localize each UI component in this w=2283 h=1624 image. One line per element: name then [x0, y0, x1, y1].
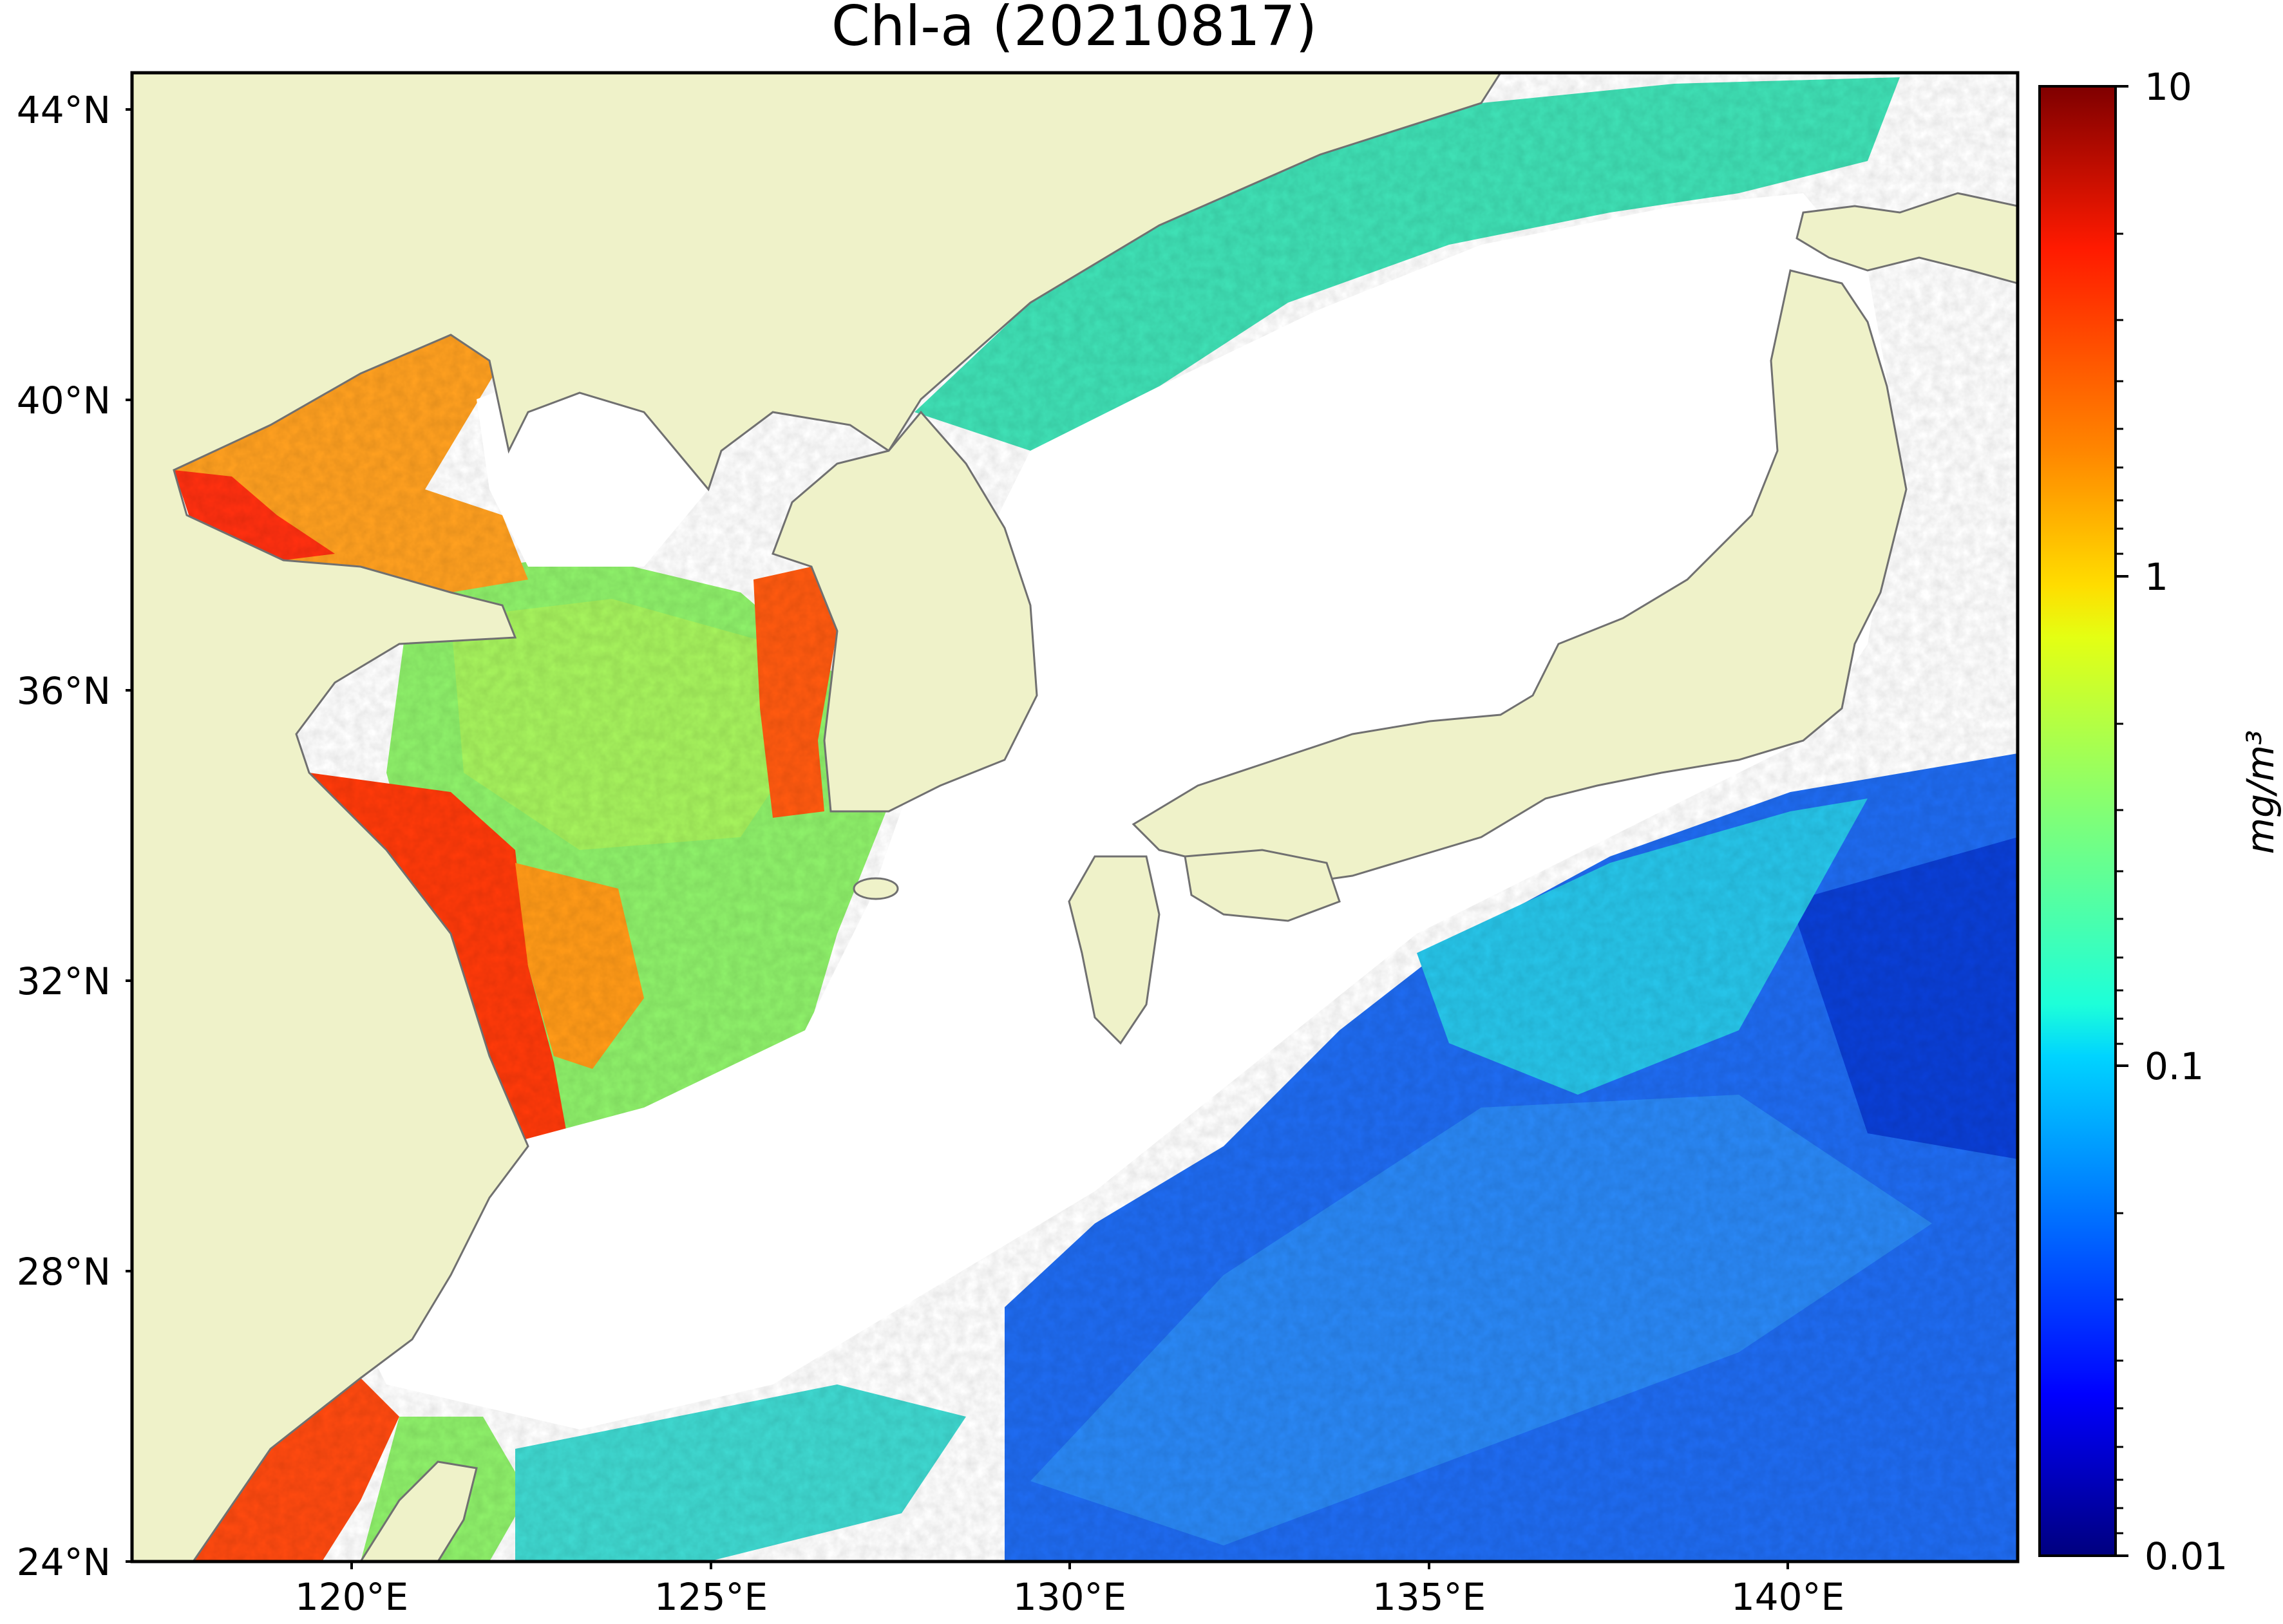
colorbar-frame — [2038, 85, 2117, 1557]
china-mainland-land — [132, 73, 1502, 1562]
lat-tick-label: 28°N — [17, 1250, 111, 1294]
colorbar-tick-label: 10 — [2145, 65, 2192, 109]
lat-tick-label: 40°N — [17, 379, 111, 422]
taiwan-land — [359, 1460, 478, 1562]
lat-tick-label: 32°N — [17, 959, 111, 1003]
lat-tick-label: 36°N — [17, 669, 111, 713]
lat-axis: 44°N 40°N 36°N 32°N 28°N 24°N — [17, 88, 132, 1584]
lon-tick-label: 135°E — [1372, 1575, 1486, 1619]
colorbar: 10 1 0.1 0.01 mg/m³ — [2038, 65, 2282, 1578]
colorbar-gradient — [2040, 86, 2116, 1556]
hokkaido-land — [1795, 192, 2018, 285]
korean-peninsula-land — [772, 410, 1038, 813]
colorbar-unit-label: mg/m³ — [2239, 730, 2282, 854]
japan-kyushu-land — [1068, 855, 1160, 1045]
map-area — [132, 73, 2018, 1562]
map-frame — [130, 71, 2020, 1563]
cloud-gap-region — [322, 193, 1900, 1430]
jeju-island-land — [853, 877, 899, 900]
lat-tick-label: 44°N — [17, 88, 111, 132]
colorbar-minor-ticks — [2116, 232, 2123, 1534]
japan-shikoku-land — [1184, 849, 1341, 922]
lon-tick-label: 120°E — [295, 1575, 408, 1619]
lon-axis: 120°E 125°E 130°E 135°E 140°E — [295, 1562, 1844, 1619]
colorbar-tick-label: 1 — [2145, 555, 2168, 599]
lat-tick-label: 24°N — [17, 1540, 111, 1584]
map-title: Chl-a (20210817) — [831, 0, 1318, 59]
colorbar-tick-label: 0.01 — [2145, 1534, 2228, 1578]
lon-tick-label: 125°E — [654, 1575, 768, 1619]
colorbar-tick-label: 0.1 — [2145, 1044, 2204, 1088]
lon-tick-label: 130°E — [1013, 1575, 1126, 1619]
lon-tick-label: 140°E — [1731, 1575, 1844, 1619]
